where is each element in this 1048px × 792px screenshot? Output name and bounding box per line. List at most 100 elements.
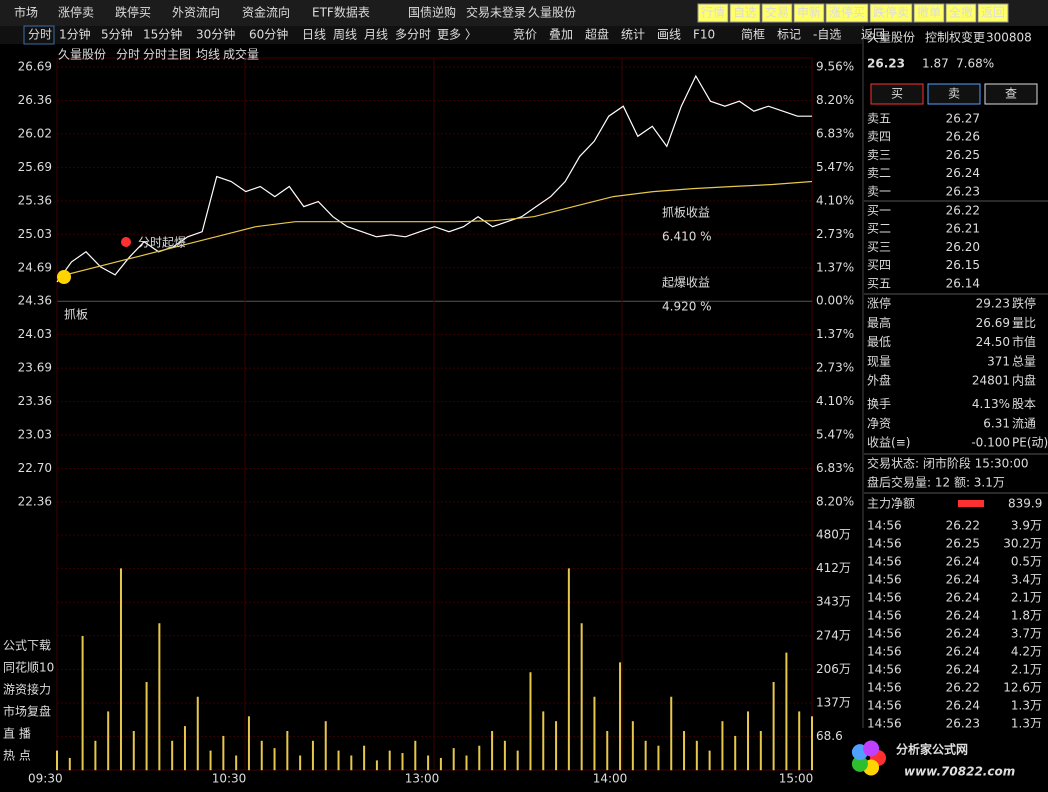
tool-button[interactable]: F10: [693, 28, 715, 42]
ma-label: 均线: [196, 48, 220, 62]
action-button[interactable]: [927, 83, 981, 105]
action-button[interactable]: [984, 83, 1038, 105]
tool-button[interactable]: 统计: [621, 28, 645, 42]
price-tick: 26.02: [18, 126, 52, 140]
trade-volume: 3.4万: [1011, 573, 1042, 587]
menu-item[interactable]: 国债逆购: [408, 5, 456, 20]
time-tick: 13:00: [405, 772, 440, 786]
button[interactable]: [697, 3, 729, 23]
button-label[interactable]: 行情: [701, 6, 725, 20]
menu-item[interactable]: ETF数据表: [312, 5, 370, 20]
last-price: 26.23: [867, 57, 905, 71]
button-label[interactable]: 申新: [797, 5, 821, 20]
side-menu-item[interactable]: 市场复盘: [3, 704, 51, 719]
vol-label: 成交量: [223, 47, 259, 62]
tool-button[interactable]: 返回: [861, 28, 885, 42]
gain-value: 6.410 %: [662, 230, 712, 244]
bid-price: 26.20: [946, 240, 980, 254]
button[interactable]: [761, 3, 793, 23]
button[interactable]: [977, 3, 1009, 23]
button-label[interactable]: 自选: [733, 6, 757, 20]
action-label[interactable]: 买: [891, 87, 903, 101]
action-button[interactable]: [870, 83, 924, 105]
tool-button[interactable]: 画线: [657, 28, 681, 42]
button[interactable]: [945, 3, 977, 23]
button-label[interactable]: 返回: [981, 6, 1005, 20]
period-tab[interactable]: 1分钟: [59, 27, 91, 42]
button-label[interactable]: 涨停买: [829, 5, 865, 20]
logo-url: www.70822.com: [904, 765, 1015, 779]
tool-button[interactable]: 简框: [741, 28, 765, 42]
price-tick: 25.03: [18, 227, 52, 241]
period-tab[interactable]: 5分钟: [101, 27, 133, 42]
button[interactable]: [913, 3, 945, 23]
trade-price: 26.24: [946, 627, 980, 641]
stat-label: 涨停: [867, 296, 891, 311]
side-menu-item[interactable]: 同花顺10: [3, 660, 54, 675]
vol-tick: 480万: [816, 528, 851, 542]
side-menu-item[interactable]: 热 点: [3, 749, 31, 763]
button-label[interactable]: 跌停卖: [873, 5, 909, 20]
button[interactable]: [869, 3, 913, 23]
trade-price: 26.24: [946, 555, 980, 569]
price-tick: 22.70: [18, 461, 52, 475]
signal-icon: [121, 237, 131, 247]
tool-button[interactable]: 标记: [777, 28, 801, 42]
action-label[interactable]: 查: [1005, 87, 1017, 101]
ask-price: 26.27: [946, 112, 980, 126]
pct-tick: 8.20%: [816, 494, 854, 508]
button-label[interactable]: 全撤: [949, 5, 973, 20]
stat-label: 最高: [867, 315, 891, 330]
side-menu-item[interactable]: 公式下载: [3, 639, 51, 653]
price-tick: 26.69: [18, 60, 52, 74]
period-tab[interactable]: 60分钟: [249, 27, 288, 42]
menu-item[interactable]: 外资流向: [172, 5, 220, 20]
button[interactable]: [729, 3, 761, 23]
logo-petal: [863, 740, 880, 757]
period-tab[interactable]: 多分时: [395, 28, 431, 42]
period-tab[interactable]: 15分钟: [143, 27, 182, 42]
price-tick: 24.03: [18, 327, 52, 341]
signal-buy: 抓板: [64, 308, 88, 322]
tool-button[interactable]: 超盘: [585, 27, 609, 42]
bid-label: 买四: [867, 258, 891, 272]
stat-label: 内盘: [1012, 373, 1036, 388]
trade-time: 14:56: [867, 717, 902, 731]
stat-label: PE(动): [1012, 436, 1048, 450]
side-menu-item[interactable]: 游资接力: [3, 682, 51, 697]
menu-item[interactable]: 资金流向: [242, 5, 290, 20]
pct-tick: 2.73%: [816, 361, 854, 375]
period-tab[interactable]: 月线: [364, 28, 388, 42]
trade-time: 14:56: [867, 681, 902, 695]
button[interactable]: [793, 3, 825, 23]
tool-button[interactable]: 竞价: [513, 28, 537, 42]
stat-label: 最低: [867, 335, 891, 349]
button[interactable]: [825, 3, 869, 23]
tool-button[interactable]: -自选: [813, 28, 841, 42]
trade-price: 26.22: [946, 681, 980, 695]
button-label[interactable]: 撤单: [917, 5, 941, 20]
trade-time: 14:56: [867, 537, 902, 551]
period-tab[interactable]: 日线: [302, 28, 326, 42]
trade-volume: 1.3万: [1011, 699, 1042, 713]
chart-header: 分时: [116, 48, 140, 62]
period-tab[interactable]: 更多 〉: [437, 28, 477, 42]
period-tab[interactable]: 周线: [333, 28, 357, 42]
trade-price: 26.24: [946, 591, 980, 605]
button-label[interactable]: 交易: [765, 5, 789, 20]
period-tab[interactable]: 30分钟: [196, 27, 235, 42]
stock-code: 300808: [986, 31, 1032, 45]
ask-price: 26.23: [946, 184, 980, 198]
trade-volume: 0.5万: [1011, 555, 1042, 569]
time-tick: 10:30: [212, 772, 247, 786]
tool-button[interactable]: 叠加: [549, 28, 573, 42]
menu-item[interactable]: 市场: [14, 5, 38, 20]
period-tab[interactable]: 分时: [28, 28, 52, 42]
trade-volume: 2.1万: [1011, 591, 1042, 605]
change-pct: 7.68%: [956, 57, 994, 71]
menu-item[interactable]: 跌停买: [115, 5, 151, 20]
stat-label: 收益(≡): [867, 436, 910, 450]
action-label[interactable]: 卖: [948, 87, 960, 101]
side-menu-item[interactable]: 直 播: [3, 727, 31, 741]
menu-item[interactable]: 涨停卖: [58, 5, 94, 20]
